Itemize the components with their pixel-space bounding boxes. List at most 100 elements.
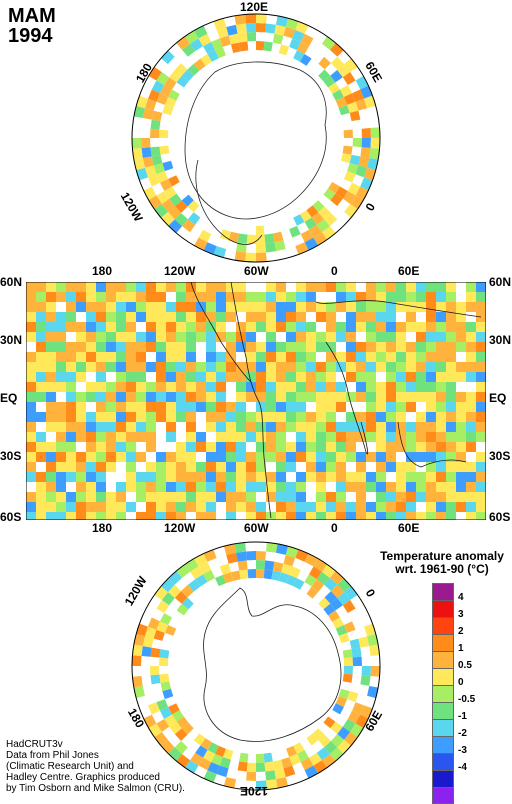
anomaly-cell [106,332,116,342]
anomaly-cell [56,362,66,372]
anomaly-cell [316,571,330,585]
anomaly-cell [86,442,96,452]
anomaly-cell [446,412,456,422]
anomaly-cell [193,58,206,71]
anomaly-cell [246,762,256,772]
anomaly-cell [76,382,86,392]
anomaly-cell [346,352,356,362]
anomaly-cell [166,482,176,492]
anomaly-cell [276,282,286,292]
anomaly-cell [324,591,338,604]
anomaly-cell [226,412,236,422]
anomaly-cell [336,492,346,502]
anomaly-cell [222,572,234,584]
anomaly-cell [116,512,126,520]
anomaly-cell [386,292,396,302]
anomaly-cell [446,292,456,302]
anomaly-cell [236,352,246,362]
anomaly-cell [396,402,406,412]
anomaly-cell [476,512,486,520]
anomaly-cell [184,232,199,246]
anomaly-cell [132,138,142,149]
anomaly-cell [436,482,446,492]
anomaly-cell [346,412,356,422]
anomaly-cell [154,203,168,218]
anomaly-cell [256,362,266,372]
anomaly-cell [176,442,186,452]
anomaly-cell [176,342,186,352]
anomaly-cell [66,392,76,402]
anomaly-cell [206,442,216,452]
anomaly-cell [386,472,396,482]
anomaly-cell [136,422,146,432]
anomaly-cell [56,392,66,402]
anomaly-cell [263,569,273,580]
anomaly-cell [316,312,326,322]
anomaly-cell [147,174,160,187]
anomaly-cell [271,570,282,581]
anomaly-cell [96,372,106,382]
anomaly-cell [318,597,331,610]
anomaly-cell [266,482,276,492]
anomaly-cell [206,302,216,312]
anomaly-cell [476,372,486,382]
anomaly-cell [116,412,126,422]
anomaly-cell [266,292,276,302]
anomaly-cell [426,282,436,292]
anomaly-cell [186,282,196,292]
anomaly-cell [330,69,343,83]
anomaly-cell [306,422,316,432]
anomaly-cell [396,482,406,492]
anomaly-cell [416,352,426,362]
anomaly-cell [406,502,416,512]
anomaly-cell [148,723,162,738]
anomaly-cell [46,422,56,432]
anomaly-cell [196,372,206,382]
anomaly-cell [266,282,276,292]
anomaly-cell [446,392,456,402]
anomaly-cell [466,362,476,372]
anomaly-cell [136,282,146,292]
anomaly-cell [46,492,56,502]
anomaly-cell [386,432,396,442]
anomaly-cell [86,492,96,502]
anomaly-cell [106,472,116,482]
anomaly-cell [156,392,166,402]
anomaly-cell [26,492,36,502]
anomaly-cell [416,502,426,512]
anomaly-cell [56,352,66,362]
anomaly-cell [356,502,366,512]
anomaly-cell [190,752,203,766]
anomaly-cell [318,56,331,70]
anomaly-cell [164,625,177,636]
anomaly-cell [466,312,476,322]
anomaly-cell [246,412,256,422]
anomaly-cell [56,382,66,392]
anomaly-cell [216,412,226,422]
anomaly-cell [456,392,466,402]
anomaly-cell [106,422,116,432]
bottom-lon-60w: 60W [244,521,269,535]
anomaly-cell [346,332,356,342]
anomaly-cell [76,292,86,302]
anomaly-cell [222,748,234,760]
anomaly-cell [355,186,369,200]
anomaly-cell [356,402,366,412]
anomaly-cell [466,282,476,292]
anomaly-cell [236,422,246,432]
anomaly-cell [286,312,296,322]
anomaly-cell [426,442,436,452]
anomaly-cell [286,292,296,302]
anomaly-cell [346,322,356,332]
anomaly-cell [456,382,466,392]
anomaly-cell [167,584,182,598]
anomaly-cell [171,710,184,722]
anomaly-cell [159,178,172,191]
anomaly-cell [306,205,319,218]
anomaly-cell [396,362,406,372]
anomaly-cell [246,372,256,382]
anomaly-cell [306,372,316,382]
anomaly-cell [436,442,446,452]
anomaly-cell [142,636,154,648]
anomaly-cell [321,226,336,240]
